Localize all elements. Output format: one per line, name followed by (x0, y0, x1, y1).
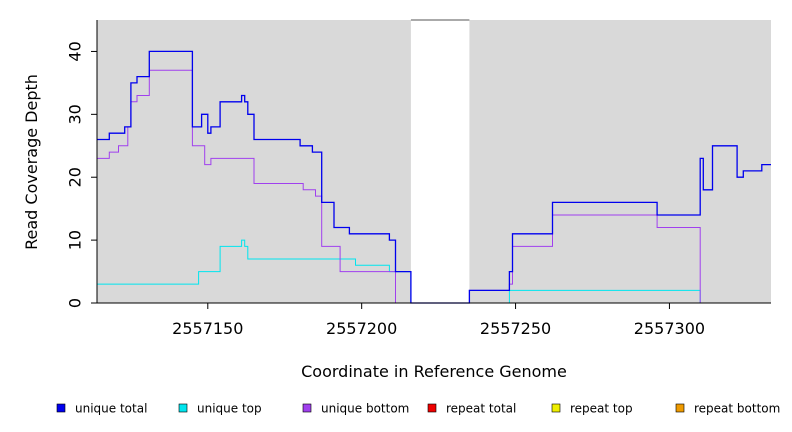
legend-label-unique-total: unique total (75, 402, 147, 416)
legend: unique total unique top unique bottom repea… (56, 402, 780, 416)
legend-swatch-repeat-total (427, 403, 437, 413)
y-tick-label-30: 30 (66, 104, 85, 124)
plot-background (97, 20, 771, 303)
legend-label-unique-bottom: unique bottom (321, 402, 409, 416)
x-tick-label-2557200: 2557200 (326, 319, 397, 338)
shaded-region-2 (469, 20, 771, 303)
x-tick-label-2557250: 2557250 (480, 319, 551, 338)
legend-label-repeat-bottom: repeat bottom (694, 402, 780, 416)
legend-swatch-unique-total (56, 403, 66, 413)
legend-label-repeat-top: repeat top (570, 402, 633, 416)
x-axis-title: Coordinate in Reference Genome (301, 362, 567, 381)
x-tick-label-2557150: 2557150 (172, 319, 243, 338)
y-tick-label-10: 10 (66, 230, 85, 250)
legend-label-repeat-total: repeat total (446, 402, 516, 416)
series-line-unique-top (97, 239, 771, 304)
y-tick-label-0: 0 (66, 298, 85, 308)
legend-label-unique-top: unique top (197, 402, 262, 416)
y-tick-label-20: 20 (66, 167, 85, 187)
legend-swatch-repeat-top (551, 403, 561, 413)
legend-swatch-unique-top (178, 403, 188, 413)
y-axis-title: Read Coverage Depth (22, 74, 41, 250)
series-line-unique-total (97, 50, 771, 304)
x-tick-label-2557300: 2557300 (634, 319, 705, 338)
y-tick-label-40: 40 (66, 41, 85, 61)
axes: 0 10 20 30 40 2557150 2557200 2557250 2557300 (66, 19, 771, 338)
legend-swatch-unique-bottom (302, 403, 312, 413)
legend-swatch-repeat-bottom (675, 403, 685, 413)
